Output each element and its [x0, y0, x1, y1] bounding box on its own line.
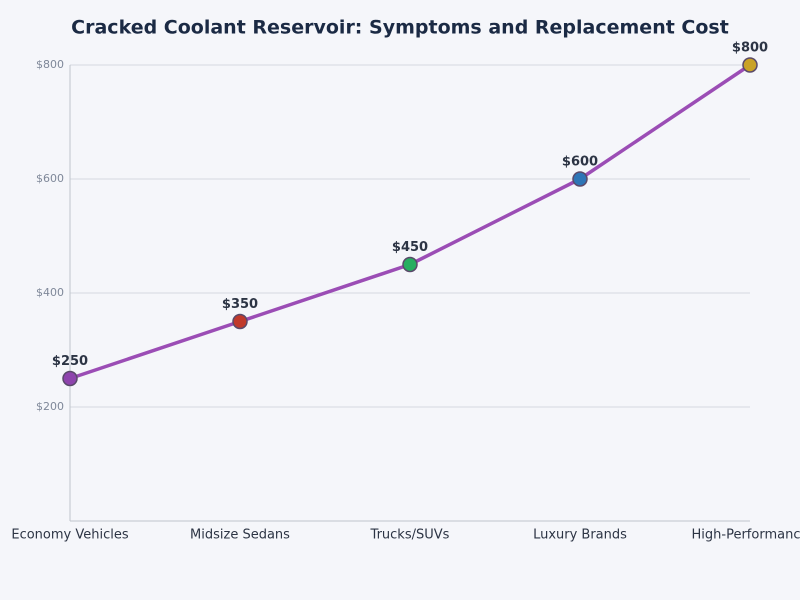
- y-tick-label: $600: [36, 172, 64, 185]
- value-label: $600: [562, 155, 598, 170]
- value-label: $800: [732, 41, 768, 56]
- x-tick-label: Luxury Brands: [533, 528, 627, 543]
- x-tick-label: Midsize Sedans: [190, 528, 290, 543]
- x-tick-label: Economy Vehicles: [11, 528, 128, 543]
- value-label: $350: [222, 297, 258, 312]
- value-label: $450: [392, 240, 428, 255]
- point: [572, 171, 588, 187]
- line: [69, 63, 751, 381]
- y-tick-label: $400: [36, 286, 64, 299]
- x-tick-label: High-Performance: [692, 528, 800, 543]
- point: [232, 313, 248, 330]
- point: [742, 57, 758, 73]
- y-tick-label: $800: [36, 58, 64, 71]
- point: [402, 256, 418, 273]
- x-tick-label: Trucks/SUVs: [370, 528, 450, 543]
- point: [62, 370, 78, 387]
- chart-title: Cracked Coolant Reservoir: Symptoms and …: [71, 17, 729, 39]
- y-tick-label: $200: [36, 400, 64, 413]
- value-label: $250: [52, 354, 88, 369]
